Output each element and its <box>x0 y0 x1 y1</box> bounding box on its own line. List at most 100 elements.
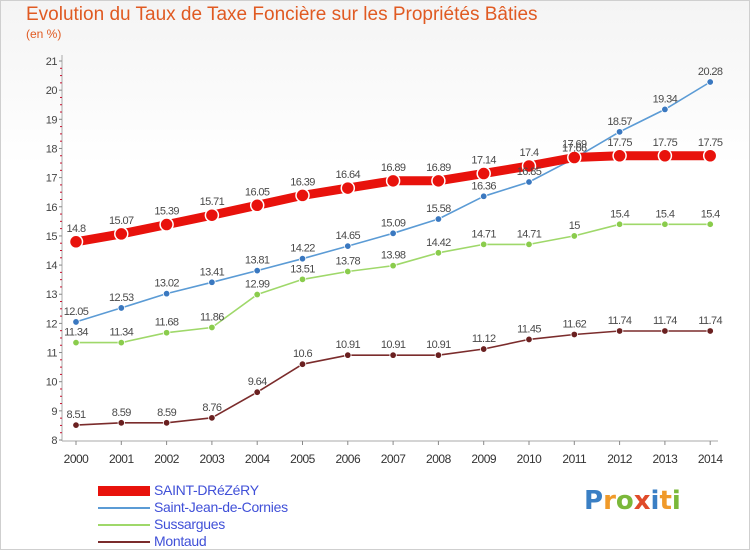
y-tick-label: 17 <box>46 173 58 185</box>
data-label-saint-dr-z-ry: 17.69 <box>562 138 587 150</box>
data-point-saint-dr-z-ry <box>657 148 673 163</box>
data-point-sussargues <box>253 290 261 299</box>
legend-swatch-saint-drezery <box>98 486 150 496</box>
x-tick-label: 2010 <box>517 452 543 466</box>
data-point-sussargues <box>525 240 533 249</box>
data-label-saint-dr-z-ry: 15.07 <box>109 215 134 227</box>
data-point-sussargues <box>208 323 216 332</box>
legend-swatch-saint-jean-de-cornies <box>98 507 150 509</box>
data-label-saint-jean-de-cornies: 13.41 <box>200 266 225 278</box>
legend-label-saint-drezery: SAINT-DRéZéRY <box>154 482 259 498</box>
data-label-saint-jean-de-cornies: 15.58 <box>426 203 451 215</box>
data-label-sussargues: 13.98 <box>381 250 406 262</box>
y-tick-label: 8 <box>51 435 57 447</box>
y-tick-label: 12 <box>46 318 58 330</box>
data-point-montaud <box>570 330 578 339</box>
y-tick-label: 9 <box>51 406 57 418</box>
data-point-saint-jean-de-cornies <box>162 289 171 298</box>
data-label-saint-jean-de-cornies: 20.28 <box>698 66 723 78</box>
data-label-sussargues: 11.86 <box>200 311 224 323</box>
legend-label-sussargues: Sussargues <box>154 516 225 532</box>
data-label-saint-jean-de-cornies: 14.22 <box>290 243 315 255</box>
data-point-sussargues <box>117 338 125 347</box>
data-point-montaud <box>162 419 171 427</box>
data-point-montaud <box>706 327 714 335</box>
y-tick-label: 13 <box>46 289 58 301</box>
data-point-saint-jean-de-cornies <box>389 229 397 237</box>
y-tick-label: 11 <box>47 348 58 360</box>
logo-letter: P <box>584 486 604 516</box>
data-point-sussargues <box>72 338 80 347</box>
logo-letter: o <box>615 486 634 516</box>
data-label-montaud: 11.74 <box>698 315 722 327</box>
data-label-saint-dr-z-ry: 16.05 <box>245 186 270 198</box>
x-tick-label: 2012 <box>607 452 633 466</box>
data-point-sussargues <box>570 232 578 240</box>
data-point-saint-jean-de-cornies <box>344 242 352 250</box>
data-point-montaud <box>253 388 261 396</box>
data-point-montaud <box>661 327 669 335</box>
x-tick-label: 2005 <box>290 452 316 466</box>
data-label-saint-dr-z-ry: 16.89 <box>381 162 406 174</box>
data-point-sussargues <box>706 220 714 228</box>
data-point-saint-jean-de-cornies <box>208 278 216 286</box>
data-point-saint-dr-z-ry <box>612 148 627 163</box>
logo-letter: x <box>633 486 651 516</box>
data-point-saint-dr-z-ry <box>476 166 491 181</box>
y-tick-label: 21 <box>46 56 58 68</box>
y-tick-label: 19 <box>46 114 58 126</box>
data-label-sussargues: 14.71 <box>471 228 496 240</box>
logo-letter: i <box>650 486 660 516</box>
data-label-montaud: 10.91 <box>426 339 451 351</box>
x-tick-label: 2003 <box>200 452 226 466</box>
y-axis-unit: (en %) <box>26 27 62 41</box>
data-point-sussargues <box>661 220 669 228</box>
data-point-saint-jean-de-cornies <box>480 192 488 200</box>
data-label-sussargues: 12.99 <box>245 279 270 291</box>
data-label-sussargues: 14.42 <box>426 237 451 249</box>
data-point-saint-jean-de-cornies <box>72 318 80 326</box>
data-label-saint-jean-de-cornies: 18.57 <box>607 116 632 128</box>
data-label-saint-dr-z-ry: 16.39 <box>290 176 315 188</box>
data-point-saint-dr-z-ry <box>68 234 84 250</box>
data-label-montaud: 8.59 <box>112 407 131 419</box>
data-point-sussargues <box>480 240 488 249</box>
data-point-sussargues <box>298 275 307 284</box>
data-label-montaud: 8.59 <box>157 407 176 419</box>
data-point-montaud <box>344 351 352 359</box>
data-label-saint-dr-z-ry: 15.71 <box>200 196 225 208</box>
x-tick-label: 2004 <box>245 452 271 466</box>
data-point-sussargues <box>344 267 352 276</box>
logo-letter: i <box>671 486 681 516</box>
data-label-montaud: 11.74 <box>608 315 632 327</box>
data-label-saint-dr-z-ry: 16.64 <box>336 169 361 181</box>
data-label-montaud: 11.45 <box>517 323 541 335</box>
data-label-sussargues: 11.68 <box>155 317 179 329</box>
data-point-saint-dr-z-ry <box>340 180 356 196</box>
legend-label-montaud: Montaud <box>154 533 207 549</box>
data-point-montaud <box>117 419 125 427</box>
x-tick-label: 2013 <box>653 452 679 466</box>
x-tick-label: 2009 <box>471 452 497 466</box>
data-point-montaud <box>298 360 307 368</box>
data-label-saint-jean-de-cornies: 19.34 <box>653 93 678 105</box>
data-label-saint-jean-de-cornies: 12.53 <box>109 292 134 304</box>
data-label-sussargues: 15.4 <box>610 208 629 220</box>
logo-letter: r <box>603 486 616 516</box>
data-point-saint-jean-de-cornies <box>253 266 261 275</box>
data-point-montaud <box>615 327 624 335</box>
data-label-saint-dr-z-ry: 17.75 <box>653 137 678 149</box>
data-point-saint-jean-de-cornies <box>117 304 125 312</box>
data-label-saint-dr-z-ry: 16.89 <box>426 162 451 174</box>
logo-letter: t <box>659 486 672 516</box>
x-tick-label: 2000 <box>64 452 90 466</box>
data-point-saint-jean-de-cornies <box>615 128 624 136</box>
data-point-sussargues <box>615 220 624 228</box>
data-label-sussargues: 15.4 <box>655 208 674 220</box>
data-label-montaud: 8.51 <box>66 409 85 421</box>
data-point-saint-dr-z-ry <box>385 173 401 189</box>
data-label-saint-dr-z-ry: 15.39 <box>154 206 179 218</box>
y-tick-label: 10 <box>46 377 58 389</box>
data-label-montaud: 10.91 <box>381 339 406 351</box>
